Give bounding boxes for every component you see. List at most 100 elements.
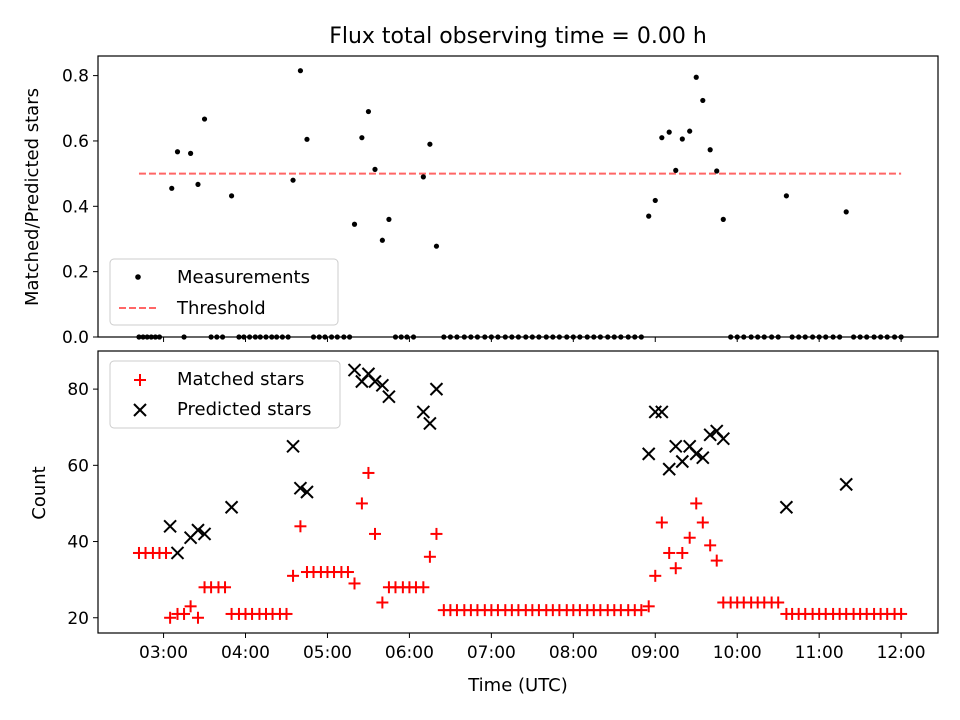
- predicted-star-point-b: [197, 527, 212, 541]
- predicted-star-point-b: [703, 428, 717, 442]
- measurement-point: [365, 108, 372, 115]
- predicted-star-point: [675, 454, 690, 469]
- predicted-star-point: [703, 428, 717, 442]
- predicted-star-point: [293, 481, 308, 495]
- legend-measurements-marker: [135, 274, 141, 280]
- matched-star-point: [772, 596, 785, 609]
- bottom-x-tick-label: 04:00: [221, 643, 270, 663]
- predicted-star-point-b: [293, 481, 308, 495]
- predicted-star-point-b: [696, 450, 710, 465]
- measurement-point: [666, 129, 672, 135]
- matched-star-point: [294, 520, 307, 533]
- measurement-point: [679, 136, 685, 142]
- bottom-x-tick-label: 12:00: [877, 643, 926, 663]
- predicted-star-point: [689, 447, 703, 461]
- x-axis-label: Time (UTC): [467, 675, 568, 696]
- predicted-star-point-b: [163, 519, 177, 534]
- matched-star-point: [704, 539, 717, 552]
- matched-star-point: [710, 554, 723, 567]
- matched-star-point: [376, 596, 389, 609]
- matched-star-point: [655, 516, 668, 529]
- bottom-x-tick-label: 11:00: [795, 643, 844, 663]
- predicted-star-point: [170, 546, 185, 560]
- predicted-star-point-b: [423, 416, 437, 431]
- bottom-y-tick-label: 60: [67, 456, 89, 476]
- top-y-tick-label: 0.4: [62, 197, 89, 217]
- legend-matched-label: Matched stars: [177, 369, 304, 390]
- bottom-plot-frame: [97, 350, 939, 634]
- predicted-star-point-b: [779, 500, 794, 514]
- predicted-star-point-b: [368, 374, 382, 389]
- predicted-star-point-b: [642, 447, 656, 461]
- predicted-star-point-b: [191, 523, 205, 537]
- measurement-point: [228, 193, 235, 199]
- measurement-point: [304, 136, 310, 142]
- bottom-x-tick-label: 03:00: [139, 643, 188, 663]
- bottom-x-tick-label: 09:00: [631, 643, 680, 663]
- top-plot-frame: [97, 55, 939, 338]
- matched-star-point: [341, 566, 354, 579]
- predicted-star-point-b: [675, 454, 690, 469]
- bottom-x-tick-label: 10:00: [713, 643, 762, 663]
- predicted-star-point-b: [429, 382, 444, 396]
- predicted-star-point: [286, 439, 300, 453]
- measurement-point: [379, 237, 385, 243]
- matched-star-point: [368, 527, 381, 540]
- predicted-star-point: [375, 378, 390, 393]
- measurement-point: [386, 216, 392, 222]
- measurement-point: [297, 68, 304, 74]
- bottom-x-tick-label: 05:00: [303, 643, 352, 663]
- measurement-point: [420, 174, 426, 180]
- measurement-point: [714, 168, 720, 174]
- measurement-point: [700, 97, 706, 104]
- top-y-axis-label: Matched/Predicted stars: [22, 88, 43, 306]
- matched-star-point: [164, 611, 177, 624]
- matched-star-point: [219, 581, 232, 594]
- top-y-tick-label: 0.0: [62, 328, 89, 348]
- top-y-tick-label: 0.2: [62, 263, 89, 283]
- predicted-star-point: [197, 527, 212, 541]
- matched-star-point: [683, 531, 696, 544]
- matched-star-point: [160, 546, 173, 559]
- predicted-star-point-b: [286, 439, 300, 453]
- predicted-star-point-b: [655, 405, 669, 419]
- matched-star-point: [191, 611, 204, 624]
- predicted-star-point-b: [710, 424, 724, 438]
- predicted-star-point: [648, 405, 662, 419]
- matched-star-point: [895, 607, 908, 620]
- predicted-star-point: [655, 405, 669, 419]
- measurement-point: [652, 197, 658, 204]
- matched-star-point: [287, 569, 300, 582]
- measurement-point: [359, 135, 365, 141]
- matched-star-point: [417, 581, 430, 594]
- predicted-star-point: [779, 500, 794, 514]
- bottom-x-tick-label: 07:00: [467, 643, 516, 663]
- predicted-star-point-b: [224, 500, 239, 514]
- predicted-star-point: [716, 431, 730, 446]
- matched-star-point: [355, 497, 368, 510]
- matched-star-point: [676, 546, 689, 559]
- predicted-star-point: [642, 447, 656, 461]
- bottom-x-tick-label: 06:00: [385, 643, 434, 663]
- matched-star-point: [178, 607, 191, 620]
- measurement-point: [720, 216, 726, 222]
- legend-predicted-marker: [133, 403, 147, 417]
- predicted-star-point-b: [716, 431, 730, 446]
- measurement-point: [169, 185, 175, 191]
- predicted-star-point-b: [170, 546, 185, 560]
- matched-star-point: [184, 600, 197, 613]
- predicted-star-point: [382, 390, 396, 404]
- top-chart-title: Flux total observing time = 0.00 h: [329, 24, 707, 49]
- measurement-point: [201, 116, 208, 122]
- top-legend: Measurements Threshold: [109, 258, 339, 326]
- bottom-y-axis-label: Count: [29, 466, 50, 519]
- bottom-y-tick-label: 20: [67, 609, 89, 629]
- measurement-point: [372, 166, 378, 172]
- matched-star-point: [348, 577, 361, 590]
- matched-star-point: [663, 546, 676, 559]
- predicted-star-point: [416, 405, 431, 419]
- bottom-x-tick-label: 08:00: [549, 643, 598, 663]
- legend-matched-marker: [134, 374, 146, 386]
- bottom-plot-area: 20 40 60 80 03:00 04:00 05:00 06:00 07:00 08:00 09…: [67, 350, 939, 663]
